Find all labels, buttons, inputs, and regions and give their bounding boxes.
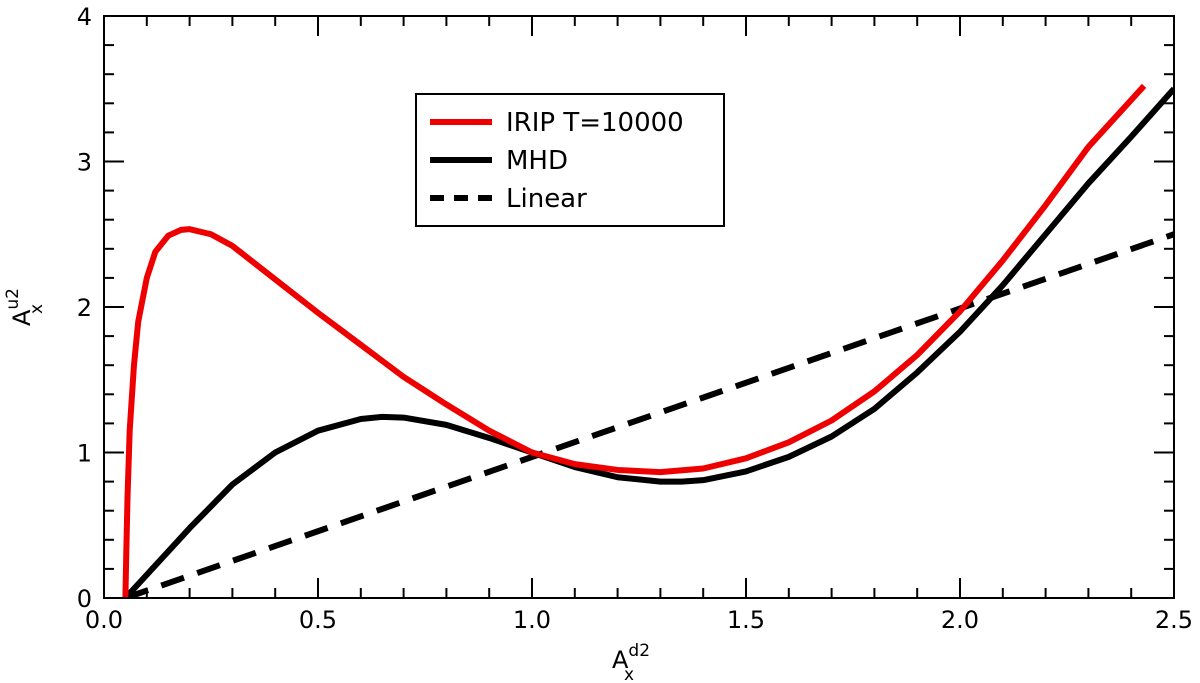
x-tick-label: 2.0 <box>941 606 979 634</box>
x-tick-label: 2.5 <box>1155 606 1193 634</box>
y-tick-label: 3 <box>77 149 92 177</box>
tick-labels-layer: 0.0 0.5 1.0 1.5 2.0 2.5 0 1 2 3 4 <box>77 3 1193 634</box>
legend-label: Linear <box>506 184 587 214</box>
series-line-linear <box>124 231 1174 598</box>
x-tick-label: 1.0 <box>513 606 551 634</box>
legend-label: IRIP T=10000 <box>506 108 684 138</box>
series-line-irip-t-10000 <box>122 83 1147 598</box>
series-line-mhd <box>123 86 1174 598</box>
y-tick-label: 0 <box>77 585 92 613</box>
x-axis-label: Ad2 x <box>612 641 650 683</box>
x-tick-label: 0.0 <box>85 606 123 634</box>
x-tick-label: 0.5 <box>299 606 337 634</box>
y-tick-label: 1 <box>77 440 92 468</box>
series-layer <box>122 83 1174 598</box>
legend: IRIP T=10000 MHD Linear <box>415 93 725 227</box>
x-tick-label: 1.5 <box>727 606 765 634</box>
legend-label: MHD <box>506 146 568 176</box>
y-tick-label: 4 <box>77 3 92 31</box>
plot-frame <box>103 15 1175 599</box>
y-tick-label: 2 <box>77 294 92 322</box>
y-axis-label: Au2 x <box>3 288 47 326</box>
